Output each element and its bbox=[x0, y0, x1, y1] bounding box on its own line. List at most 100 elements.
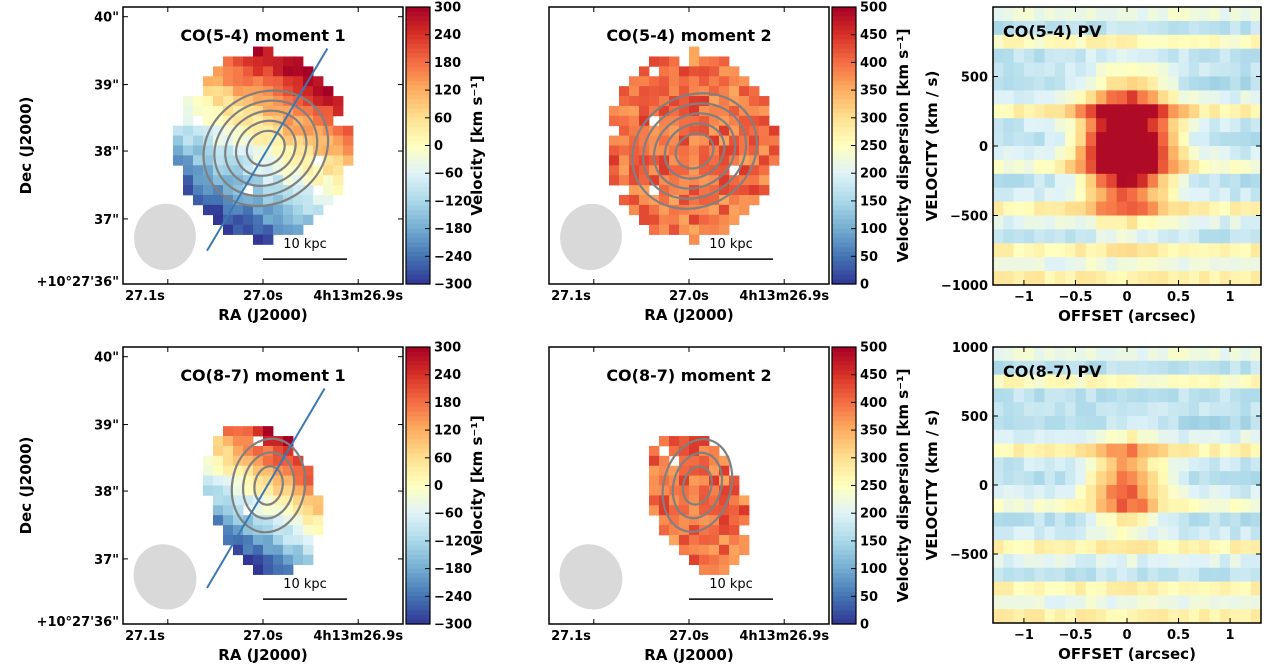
m2_co54-pixel bbox=[679, 96, 690, 107]
pv_co87-pixel bbox=[1127, 374, 1138, 389]
pv_co87-pixel bbox=[1096, 498, 1107, 513]
m2_co87-colorbar-segment bbox=[832, 605, 856, 611]
pv_co54-pixel bbox=[1034, 271, 1045, 286]
m2_co87-pixel bbox=[699, 554, 710, 566]
pv_co54-pixel bbox=[1157, 271, 1169, 286]
pv_co87-pixel bbox=[1127, 526, 1138, 541]
m1_co87-colorbar-tick-label: −120 bbox=[434, 534, 472, 549]
pv_co87-pixel bbox=[1096, 554, 1107, 569]
m1_co87-colorbar-segment bbox=[406, 416, 430, 422]
pv_co54-pixel bbox=[1147, 173, 1159, 189]
pv_co54-pixel bbox=[1250, 76, 1262, 91]
m2_co54-pixel bbox=[689, 165, 700, 176]
pv_co87-pixel bbox=[1157, 526, 1169, 541]
m2_co54-colorbar-segment bbox=[832, 103, 856, 110]
m1_co87-colorbar-segment bbox=[406, 527, 430, 533]
pv_co54-pixel bbox=[1147, 118, 1159, 133]
pv_co54-pixel bbox=[1003, 132, 1015, 147]
pv_co87-pixel bbox=[1188, 429, 1200, 444]
m1_co54-colorbar-segment bbox=[406, 145, 430, 151]
pv_co54-pixel bbox=[1240, 7, 1252, 22]
m2_co87-colorbar-segment bbox=[832, 577, 856, 584]
m1_co87-pixel bbox=[283, 495, 294, 506]
pv_co87-pixel bbox=[1209, 429, 1221, 444]
pv_co54-pixel bbox=[1127, 48, 1138, 63]
m1_co54-pixel bbox=[253, 234, 264, 245]
pv_co87-pixel bbox=[1013, 429, 1025, 444]
m1_co87-pixel bbox=[303, 534, 314, 546]
m1_co87-colorbar-segment bbox=[406, 430, 430, 436]
pv_co54-pixel bbox=[1075, 20, 1087, 36]
m2_co54-pixel bbox=[689, 214, 700, 226]
m1_co54-pixel bbox=[203, 105, 214, 117]
pv_co54-pixel bbox=[1188, 20, 1200, 36]
m2_co54-pixel bbox=[689, 66, 700, 77]
pv_co87-pixel bbox=[1054, 526, 1066, 541]
pv_co54-pixel bbox=[1157, 159, 1169, 175]
m2_co54-pixel bbox=[649, 125, 660, 136]
m1_co54-pixel bbox=[223, 145, 234, 156]
m2_co54-x-tick-label: 27.0s bbox=[669, 289, 709, 304]
pv_co54-pixel bbox=[1137, 187, 1149, 202]
pv_co54-pixel bbox=[1209, 76, 1221, 91]
pv_co87-pixel bbox=[1199, 595, 1210, 610]
pv_co87-pixel bbox=[1096, 581, 1107, 596]
pv_co54-x-tick-label: 1 bbox=[1226, 290, 1235, 305]
pv_co87-pixel bbox=[1003, 443, 1015, 458]
m2_co54-colorbar-segment bbox=[832, 223, 856, 230]
pv_co54-pixel bbox=[1137, 34, 1149, 50]
m1_co87-pixel bbox=[273, 564, 284, 575]
pv_co87-pixel bbox=[1116, 429, 1128, 444]
pv_co87-pixel bbox=[1034, 554, 1045, 569]
pv_co54-pixel bbox=[1106, 90, 1118, 105]
pv_co54-pixel bbox=[1023, 173, 1035, 189]
m2_co54-pixel bbox=[619, 155, 630, 166]
m1_co54-pixel bbox=[203, 96, 214, 107]
m2_co54-pixel bbox=[709, 125, 720, 136]
m2_co54-pixel bbox=[679, 214, 690, 226]
pv_co54-pixel bbox=[1219, 7, 1231, 22]
m2_co54-pixel bbox=[679, 224, 690, 235]
m2_co54-pixel bbox=[699, 96, 710, 107]
m1_co54-pixel bbox=[323, 105, 334, 117]
pv_co54-pixel bbox=[1240, 201, 1252, 216]
m1_co54-pixel bbox=[323, 165, 334, 176]
m2_co54-pixel bbox=[669, 175, 680, 186]
pv_co54-pixel bbox=[1106, 132, 1118, 147]
m2_co54-pixel bbox=[699, 115, 710, 127]
pv_co54-y-axis-label: VELOCITY (km / s) bbox=[923, 71, 941, 222]
m1_co54-pixel bbox=[193, 194, 204, 206]
pv_co54-pixel bbox=[1096, 215, 1107, 230]
pv_co54-pixel bbox=[1240, 229, 1252, 244]
pv_co54-pixel bbox=[1116, 132, 1128, 147]
m1_co87-y-tick-label: 39" bbox=[94, 419, 119, 434]
m1_co54-pixel bbox=[283, 125, 294, 136]
pv_co87-pixel bbox=[1219, 581, 1231, 596]
pv_co54-pixel bbox=[1168, 159, 1179, 175]
m1_co54-colorbar-segment bbox=[406, 108, 430, 114]
m2_co54-pixel bbox=[719, 76, 730, 87]
pv_co54-pixel bbox=[1065, 76, 1076, 91]
pv_co54-pixel bbox=[1178, 76, 1190, 91]
m1_co54-pixel bbox=[263, 185, 274, 196]
pv_co54-pixel bbox=[1023, 34, 1035, 50]
pv_co54-pixel bbox=[1168, 76, 1179, 91]
pv_co87-pixel bbox=[1137, 512, 1149, 527]
m1_co87-pixel bbox=[273, 436, 284, 447]
pv_co54-pixel bbox=[1230, 271, 1241, 286]
pv_co87-pixel bbox=[1044, 526, 1056, 541]
pv_co54-y-tick-label: 0 bbox=[979, 140, 988, 155]
m2_co54-pixel bbox=[739, 145, 750, 156]
m2_co54-colorbar-segment bbox=[832, 168, 856, 174]
pv_co54-pixel bbox=[1209, 7, 1221, 22]
pv_co54-pixel bbox=[1096, 159, 1107, 175]
pv_co87-pixel bbox=[1219, 609, 1231, 624]
pv_co87-pixel bbox=[993, 471, 1004, 486]
m1_co87-pixel bbox=[263, 495, 274, 506]
m2_co54-pixel bbox=[669, 86, 680, 97]
pv_co54-pixel bbox=[1096, 243, 1107, 258]
pv_co87-pixel bbox=[1188, 457, 1200, 472]
pv_co87-pixel bbox=[1240, 471, 1252, 486]
pv_co87-y-tick-label: −500 bbox=[950, 548, 988, 563]
m2_co87-pixel bbox=[699, 436, 710, 447]
